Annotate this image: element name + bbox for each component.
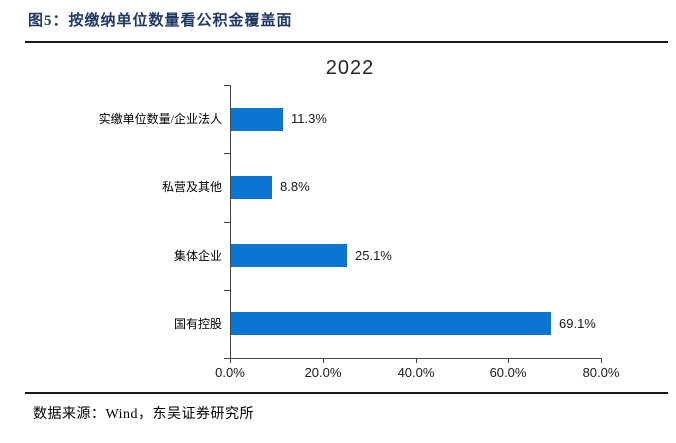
bar-value-label: 8.8% xyxy=(280,179,310,194)
figure-caption: 图5：按缴纳单位数量看公积金覆盖面 xyxy=(28,13,293,29)
x-tick-label: 0.0% xyxy=(215,365,245,380)
y-axis-tick xyxy=(224,153,231,154)
category-label: 集体企业 xyxy=(173,249,222,263)
category-label: 私营及其他 xyxy=(161,180,222,194)
x-tick-label: 80.0% xyxy=(582,365,620,380)
y-axis-tick xyxy=(224,85,231,86)
bar xyxy=(231,108,283,131)
source-note: 数据来源：Wind，东吴证券研究所 xyxy=(33,407,255,422)
caption-divider-rule xyxy=(25,41,668,43)
bar xyxy=(231,312,551,335)
bar xyxy=(231,176,272,199)
bar-value-label: 69.1% xyxy=(559,316,596,331)
bar-value-label: 11.3% xyxy=(291,111,327,126)
y-axis-tick xyxy=(224,290,231,291)
y-axis-tick xyxy=(224,358,231,359)
x-tick-label: 40.0% xyxy=(397,365,435,380)
y-axis-tick xyxy=(224,222,231,223)
x-axis-tick xyxy=(323,359,324,363)
x-axis-line xyxy=(230,358,602,359)
x-axis-tick xyxy=(508,359,509,363)
x-axis-tick xyxy=(601,359,602,363)
category-label: 实缴单位数量/企业法人 xyxy=(98,112,222,126)
x-tick-label: 20.0% xyxy=(304,365,342,380)
bar-value-label: 25.1% xyxy=(355,248,392,263)
source-divider-rule xyxy=(25,392,668,394)
bar xyxy=(231,244,347,267)
category-label: 国有控股 xyxy=(173,317,222,331)
x-axis-tick xyxy=(230,359,231,363)
chart-title: 2022 xyxy=(325,57,375,79)
x-axis-tick xyxy=(416,359,417,363)
x-tick-label: 60.0% xyxy=(489,365,527,380)
